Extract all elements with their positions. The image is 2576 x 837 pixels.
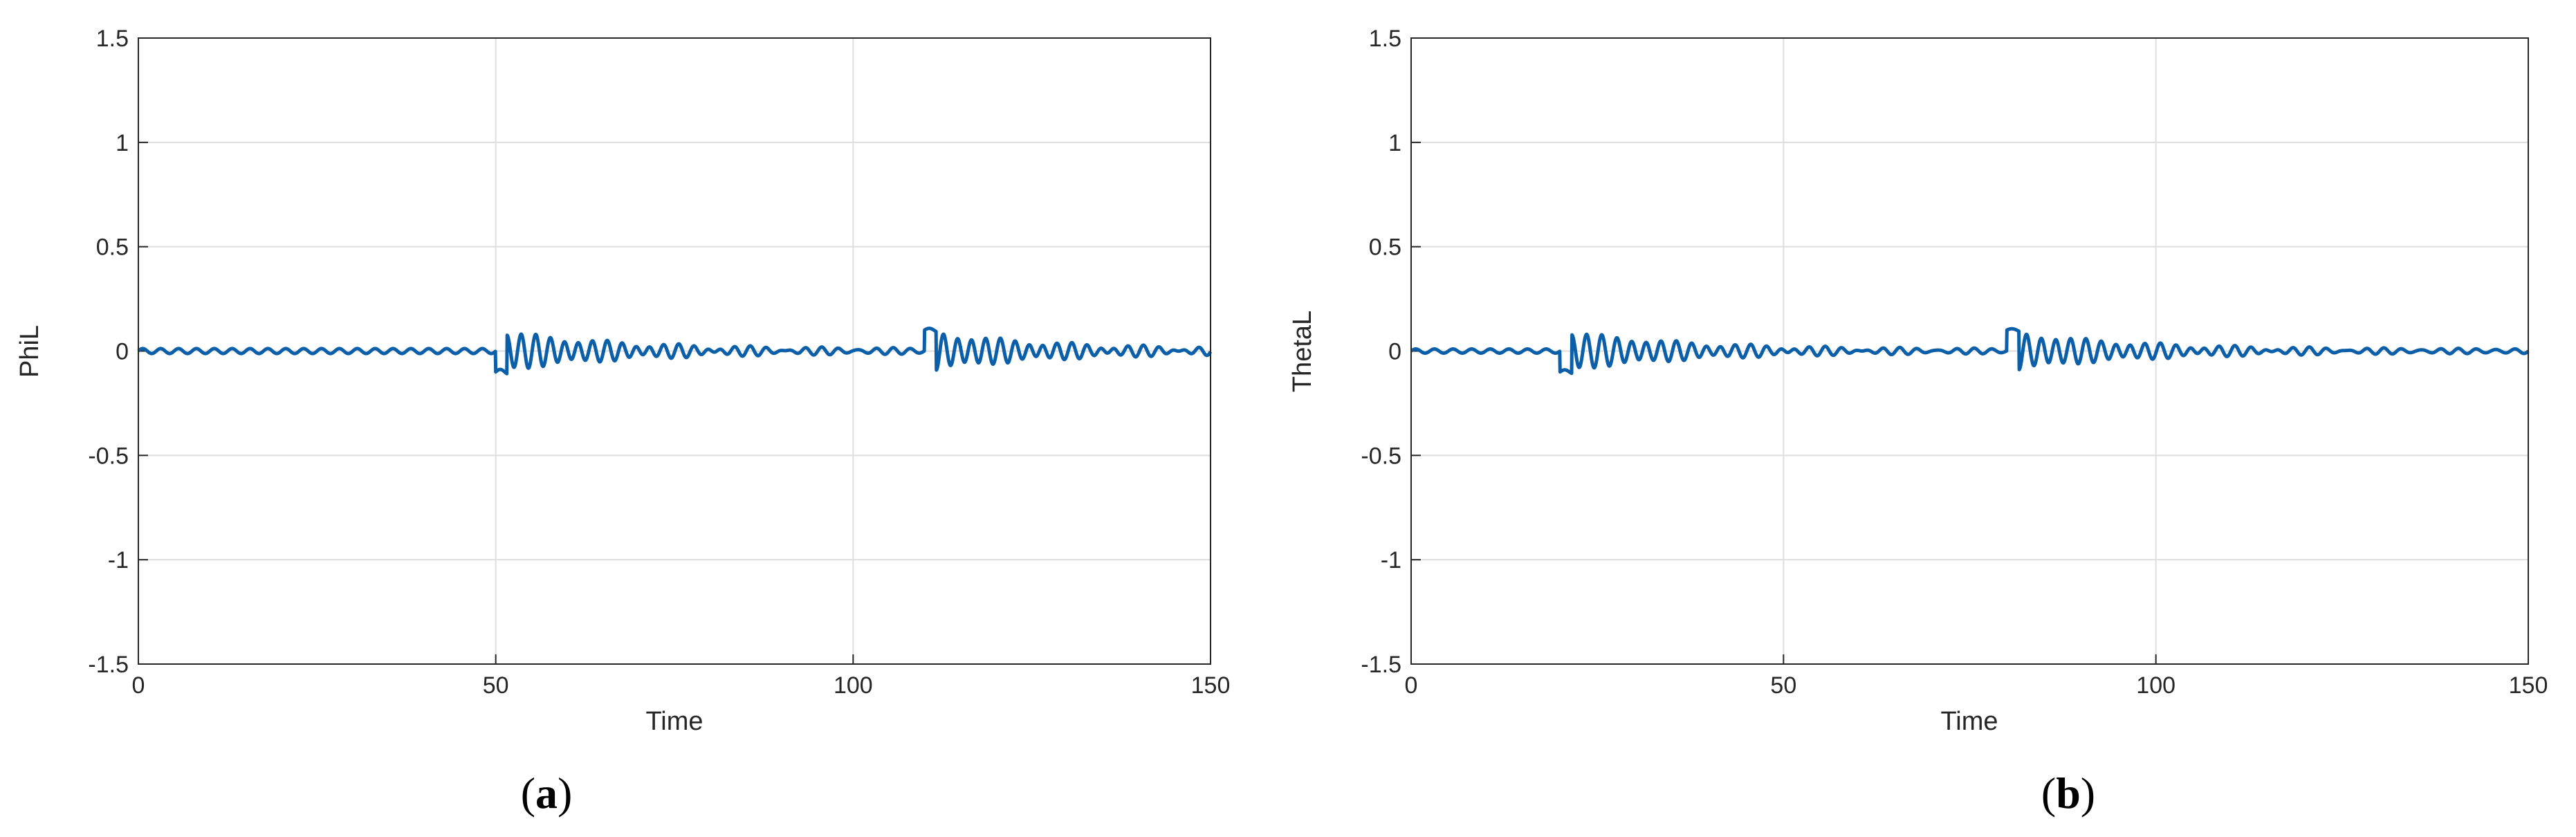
x-tick-label: 0 [132, 672, 145, 699]
panel-caption-a: (a) [521, 769, 573, 818]
y-tick-label: -1 [108, 547, 129, 573]
x-tick-label: 50 [483, 672, 509, 699]
caption-open-paren: ( [521, 769, 535, 818]
panel-caption-b: (b) [2041, 769, 2095, 818]
axes-box [1410, 37, 2529, 665]
x-axis-label: Time [645, 707, 703, 736]
x-tick-labels: 0 50 100 150 [1405, 672, 2548, 699]
series-line [1410, 326, 2530, 376]
y-tick-label: 0 [116, 339, 129, 365]
y-tick-labels: -1.5 -1 -0.5 0 0.5 1 1.5 [1361, 26, 1401, 678]
y-tick-label: 1.5 [96, 26, 129, 52]
y-tick-label: 1 [1388, 130, 1401, 156]
y-tick-label: 1.5 [1369, 26, 1401, 52]
chart-panel-b: -1.5 -1 -0.5 0 0.5 1 1.5 0 50 100 150 Time ThetaL… [1288, 26, 2548, 818]
x-tick-label: 150 [1191, 672, 1231, 699]
y-tick-labels: -1.5 -1 -0.5 0 0.5 1 1.5 [88, 26, 129, 678]
y-tick-label: -0.5 [88, 443, 129, 469]
x-tick-label: 150 [2509, 672, 2548, 699]
caption-open-paren: ( [2041, 769, 2056, 818]
x-tick-label: 50 [1770, 672, 1796, 699]
y-axis-label: ThetaL [1288, 311, 1317, 392]
y-tick-label: -0.5 [1361, 443, 1401, 469]
caption-letter: b [2056, 769, 2081, 818]
y-tick-label: 0.5 [96, 234, 129, 261]
y-tick-label: -1.5 [88, 652, 129, 678]
y-tick-label: 0 [1388, 339, 1401, 365]
x-tick-label: 0 [1405, 672, 1418, 699]
caption-letter: a [535, 769, 558, 818]
y-tick-label: 0.5 [1369, 234, 1401, 261]
caption-close-paren: ) [2081, 769, 2095, 818]
axes-box [138, 37, 1211, 665]
y-tick-label: -1.5 [1361, 652, 1401, 678]
series-layer [1410, 326, 2530, 376]
y-tick-label: -1 [1381, 547, 1401, 573]
y-tick-label: 1 [116, 130, 129, 156]
series-layer [137, 326, 1213, 376]
caption-close-paren: ) [558, 769, 572, 818]
x-axis-label: Time [1940, 707, 1998, 736]
chart-panel-a: -1.5 -1 -0.5 0 0.5 1 1.5 0 50 100 150 Time PhiL (… [15, 26, 1230, 818]
series-line [137, 326, 1213, 376]
y-axis-label: PhiL [15, 325, 44, 378]
x-tick-label: 100 [834, 672, 873, 699]
x-tick-label: 100 [2136, 672, 2175, 699]
x-tick-labels: 0 50 100 150 [132, 672, 1231, 699]
